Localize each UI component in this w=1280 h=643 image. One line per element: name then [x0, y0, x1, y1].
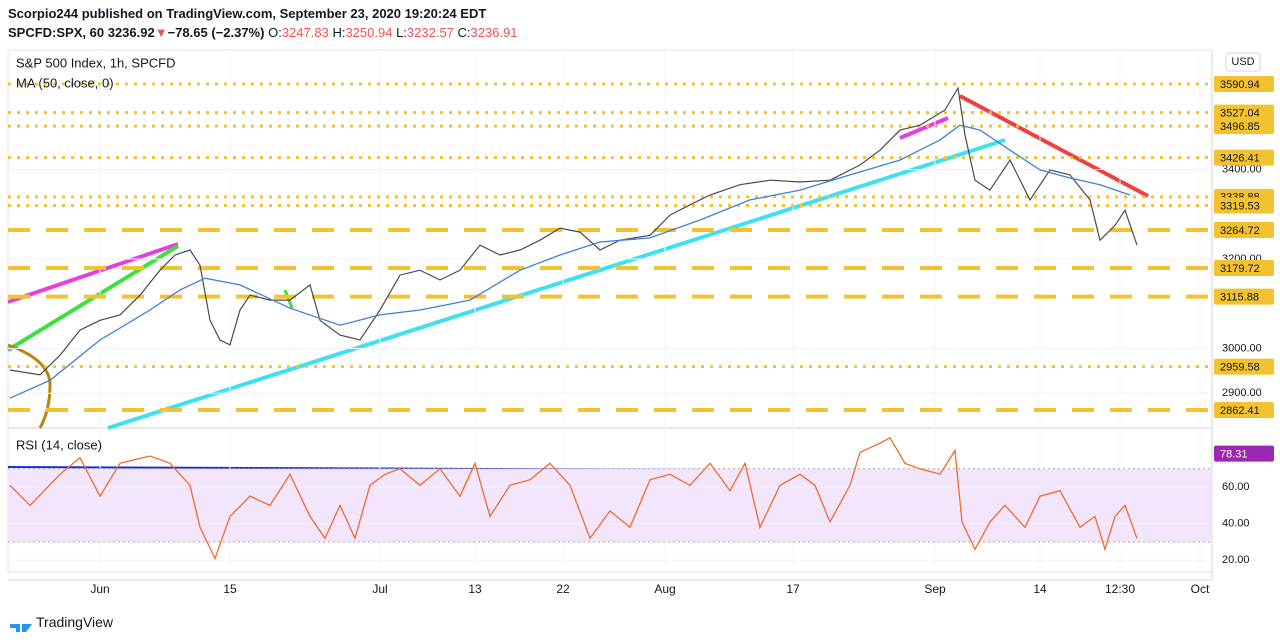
level-label-bg — [1214, 118, 1274, 135]
ohlc: O:3247.83 H:3250.94 L:3232.57 C:3236.91 — [268, 25, 517, 40]
level-label-bg — [1214, 104, 1274, 121]
level-label: 3590.94 — [1220, 79, 1260, 91]
ohlc-value: 3250.94 — [345, 25, 393, 40]
level-label: 3264.72 — [1220, 225, 1260, 237]
series-line — [9, 86, 1138, 376]
trendline — [7, 242, 179, 304]
trendline — [107, 138, 1006, 430]
ohlc-value: 3232.57 — [406, 25, 454, 40]
level-label-bg — [1214, 149, 1274, 166]
x-tick-label: 12:30 — [1105, 582, 1135, 596]
x-tick-label: Aug — [654, 582, 675, 596]
level-label: 3319.53 — [1220, 200, 1260, 212]
publisher: Scorpio244 published on TradingView.com,… — [8, 6, 487, 21]
level-label: 2862.41 — [1220, 405, 1260, 417]
currency-box — [1225, 52, 1261, 72]
y-tick-label: 3000.00 — [1222, 342, 1262, 354]
level-label-bg — [1214, 260, 1274, 277]
rsi-band — [8, 468, 1212, 542]
brand: TradingView — [36, 614, 114, 630]
x-tick-label: Sep — [924, 582, 946, 596]
ohlc-label: L: — [396, 25, 407, 40]
series-line — [9, 436, 1138, 561]
legend-entry: MA (50, close, 0) — [16, 75, 114, 90]
y-tick-label: 20.00 — [1222, 554, 1250, 566]
level-label: 2959.58 — [1220, 361, 1260, 373]
trendline — [283, 289, 294, 309]
header: Scorpio244 published on TradingView.com,… — [8, 4, 518, 42]
y-tick-label: 60.00 — [1222, 481, 1250, 493]
level-label-bg — [1214, 76, 1274, 93]
level-label-bg — [1214, 358, 1274, 375]
x-tick-label: 14 — [1033, 582, 1047, 596]
level-label: 3496.85 — [1220, 121, 1260, 133]
level-label: 3527.04 — [1220, 108, 1260, 120]
x-tick-label: 22 — [556, 582, 570, 596]
arrow: ▼ — [154, 25, 168, 40]
arc — [7, 343, 52, 429]
x-tick-label: Oct — [1191, 582, 1210, 596]
level-label: 3115.88 — [1220, 292, 1259, 304]
ohlc-label: H: — [332, 25, 346, 40]
rsi-value-label: 78.31 — [1220, 448, 1248, 460]
rsi-value-label-bg — [1214, 445, 1274, 462]
change: −78.65 (−2.37%) — [167, 25, 265, 40]
level-label-bg — [1214, 222, 1274, 239]
symbol: SPCFD:SPX, 60 — [8, 25, 105, 40]
ohlc-value: 3236.91 — [470, 25, 518, 40]
level-label-bg — [1214, 288, 1274, 305]
level-label-bg — [1214, 402, 1274, 419]
ohlc-value: 3247.83 — [281, 25, 329, 40]
y-tick-label: 3400.00 — [1222, 163, 1262, 175]
series-line — [9, 124, 1131, 399]
trendline — [899, 116, 949, 140]
x-tick-label: 17 — [786, 582, 800, 596]
currency: USD — [1231, 56, 1254, 68]
x-tick-label: Jul — [372, 582, 387, 596]
x-tick-label: 13 — [468, 582, 482, 596]
ohlc-label: C: — [457, 25, 471, 40]
level-label: 3426.41 — [1220, 153, 1260, 165]
last-price: 3236.92 — [107, 25, 155, 40]
y-tick-label: 2900.00 — [1222, 387, 1262, 399]
x-tick-label: Jun — [90, 582, 109, 596]
drawings — [6, 94, 1213, 473]
ohlc-label: O: — [268, 25, 282, 40]
x-tick-label: 15 — [223, 582, 237, 596]
y-tick-label: 40.00 — [1222, 518, 1250, 530]
panel-title: RSI (14, close) — [16, 437, 102, 452]
panel-title: S&P 500 Index, 1h, SPCFD — [16, 55, 175, 70]
brand-logo — [10, 624, 32, 632]
level-label-bg — [1214, 197, 1274, 214]
level-label: 3179.72 — [1220, 263, 1260, 275]
